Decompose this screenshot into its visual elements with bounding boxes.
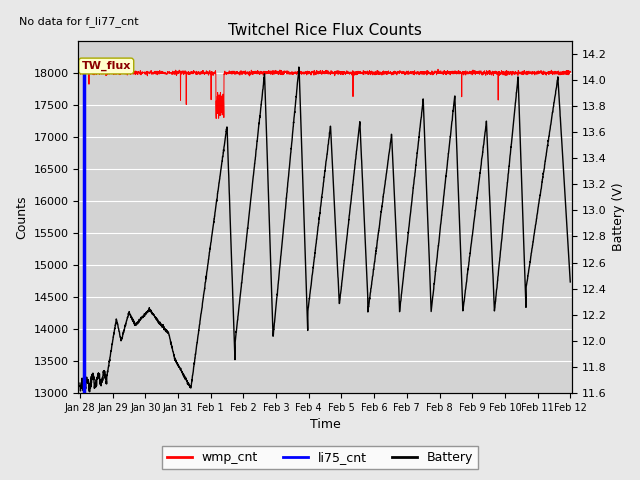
Text: TW_flux: TW_flux (81, 61, 131, 71)
Legend: wmp_cnt, li75_cnt, Battery: wmp_cnt, li75_cnt, Battery (162, 446, 478, 469)
Y-axis label: Battery (V): Battery (V) (612, 182, 625, 251)
Title: Twitchel Rice Flux Counts: Twitchel Rice Flux Counts (228, 23, 422, 38)
X-axis label: Time: Time (310, 419, 340, 432)
Y-axis label: Counts: Counts (15, 195, 28, 239)
Text: No data for f_li77_cnt: No data for f_li77_cnt (19, 16, 139, 26)
